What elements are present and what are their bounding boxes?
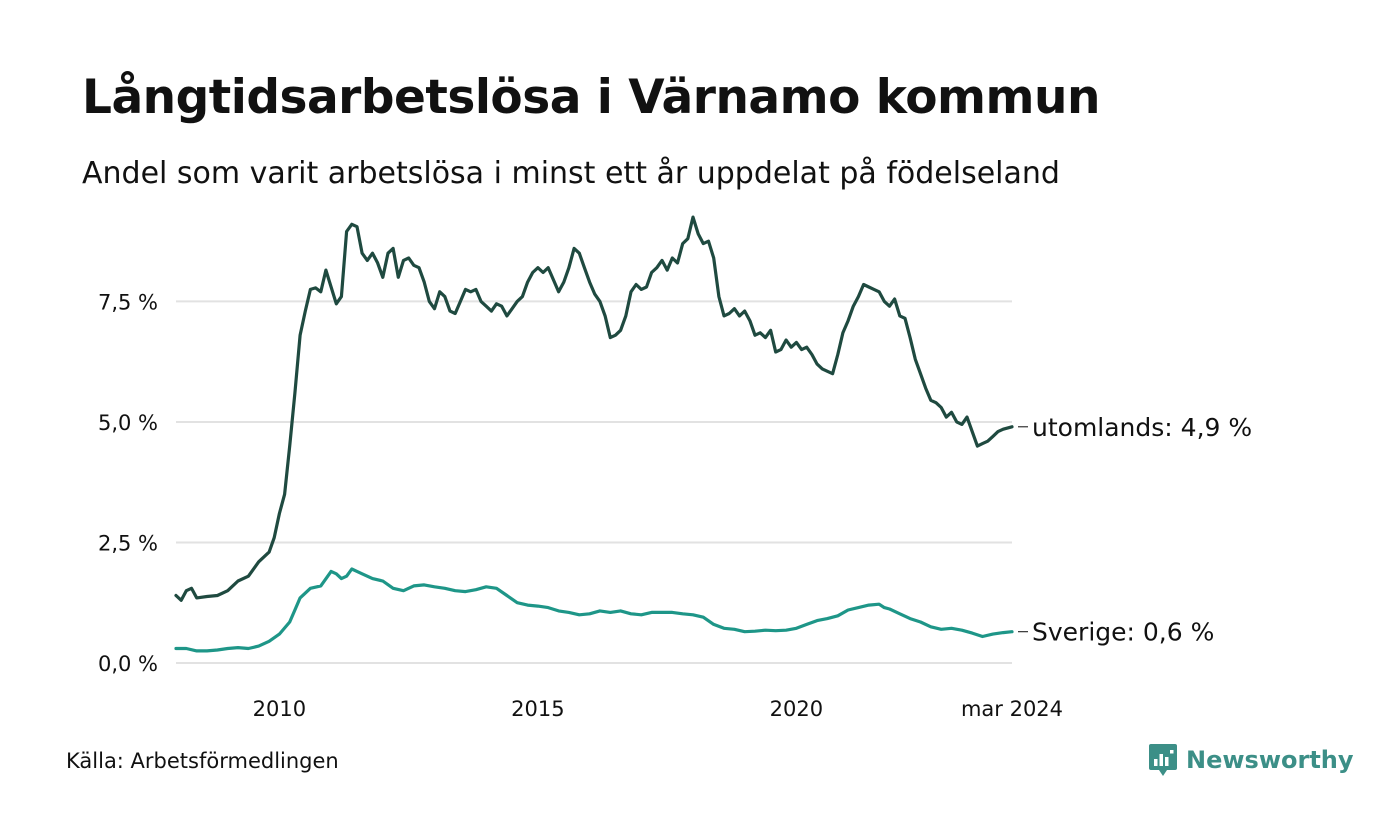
series-line-utomlands	[174, 215, 1014, 602]
gridlines	[176, 300, 1012, 664]
end-label-sverige: Sverige: 0,6 %	[1032, 618, 1214, 647]
y-tick-label: 5,0 %	[98, 411, 158, 435]
chart-title: Långtidsarbetslösa i Värnamo kommun	[82, 70, 1100, 125]
source-note: Källa: Arbetsförmedlingen	[66, 749, 339, 773]
newsworthy-logo-icon	[1149, 744, 1177, 776]
y-tick-label: 0,0 %	[98, 652, 158, 676]
x-tick-label: 2010	[253, 697, 306, 721]
chart-subtitle: Andel som varit arbetslösa i minst ett å…	[82, 156, 1060, 191]
brand-name: Newsworthy	[1186, 746, 1354, 774]
y-axis-tick-labels: 0,0 % 2,5 % 5,0 % 7,5 %	[98, 290, 158, 676]
y-tick-label: 2,5 %	[98, 531, 158, 555]
brand-logo: Newsworthy	[1148, 742, 1354, 778]
end-label-utomlands: utomlands: 4,9 %	[1032, 413, 1252, 442]
x-axis-tick-labels: 2010 2015 2020 mar 2024	[253, 697, 1063, 721]
series-lines	[174, 215, 1014, 653]
series-line-sverige	[174, 567, 1014, 653]
line-chart: 0,0 % 2,5 % 5,0 % 7,5 % 2010 2015 2020 mar 202…	[98, 215, 1252, 721]
x-tick-label: 2020	[770, 697, 823, 721]
series-end-labels: utomlands: 4,9 % Sverige: 0,6 %	[1018, 413, 1252, 647]
x-tick-label: 2015	[511, 697, 564, 721]
x-tick-label: mar 2024	[961, 697, 1063, 721]
y-tick-label: 7,5 %	[98, 290, 158, 314]
